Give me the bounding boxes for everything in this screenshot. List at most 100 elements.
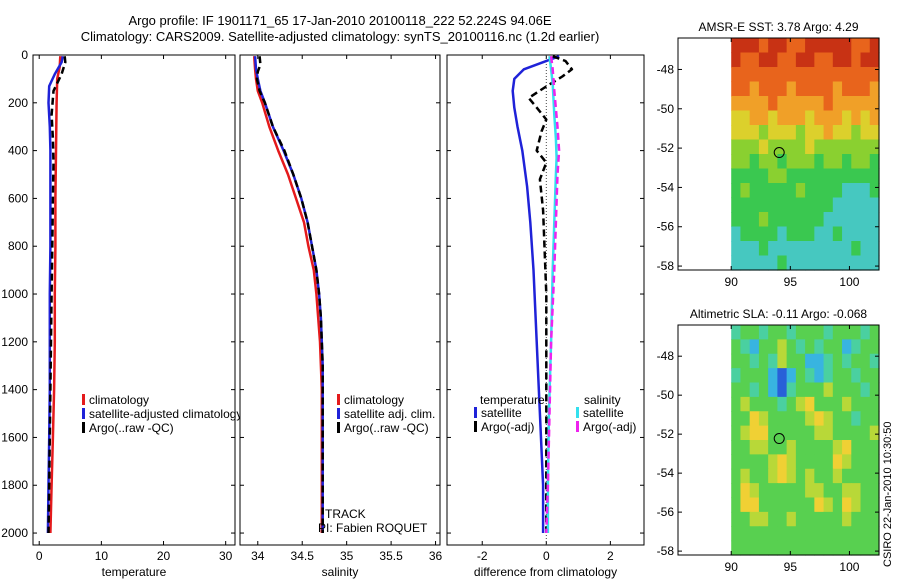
sla_map-cell [795,325,806,340]
sla_map-cell [832,497,843,513]
sla_map-cell [777,526,788,542]
sla_map-cell [758,325,769,340]
sst_map-cell [842,81,852,97]
sla_map-cell [795,339,806,355]
salinity-legend-swatch [337,394,340,405]
sst_map-cell [832,96,843,112]
sst_map-cell [832,110,843,126]
sla_map-cell [869,468,880,484]
sst_map-cell [740,125,751,141]
sst_map-cell [768,226,778,242]
sst_map-cell [842,154,852,170]
sla_map-argo-location-marker [773,433,785,445]
sst_map-cell [805,52,815,68]
sst_map-cell [814,241,825,257]
sst_map-cell [869,125,880,141]
sst_map-cell [795,125,806,141]
sst_map-cell [786,197,797,213]
sst_map-cell [749,255,760,271]
sst_map-cell [749,38,760,54]
sla_map-cell [823,382,834,398]
sst_map-cell [851,255,862,271]
sst_map-cell [758,125,769,141]
difference-legend-salinity-heading: salinity [584,393,621,407]
sla_map-cell [777,511,788,527]
sst_map-cell [795,139,806,155]
sla_map-cell [786,325,797,340]
sla_map-cell [851,511,862,527]
sla_map-cell [832,411,843,427]
sla_map-xtick-label: 90 [725,560,739,574]
figure-title-line2: Climatology: CARS2009. Satellite-adjuste… [80,29,600,44]
sst_map-cell [777,38,788,54]
sla_map-ytick-label: -52 [657,427,675,441]
sst_map-cell [740,154,751,170]
sla_map-cell [795,440,806,455]
salinity-legend-swatch [337,422,340,433]
sla_map-cell [823,483,834,499]
sst_map-ytick-label: -52 [657,141,675,155]
sst_map-cell [777,139,788,155]
sst_map-cell [832,168,843,184]
temperature-legend-swatch [82,408,85,419]
sst_map-cell [731,125,742,141]
sla_map-cell [795,526,806,542]
sst_map-cell [768,96,778,112]
sla_map-cell [832,540,843,556]
sla_map-cell [749,526,760,542]
sla_map-xtick-label: 100 [839,560,859,574]
difference-series-temperature-argo-adj- [527,55,574,533]
sla_map-cell [795,468,806,484]
sla_map-cell [731,411,742,427]
sst_map-cell [851,110,862,126]
sst_map-cell [795,110,806,126]
sla_map-cell [758,440,769,455]
difference-xtick-label: 0 [543,549,550,563]
sla_map-cell [860,511,871,527]
sst_map-cell [795,81,806,97]
sla_map-cell [851,526,862,542]
sla_map-cell [860,454,871,470]
sst_map-cell [768,212,778,228]
sst_map-cell [777,168,788,184]
sla_map-ytick-label: -58 [657,544,675,558]
sla_map-cell [740,468,751,484]
sst_map-cell [740,67,751,83]
sst_map-cell [860,154,871,170]
sst_map-cell [795,226,806,242]
sla_map-cell [731,468,742,484]
sla_map-cell [805,368,815,384]
sla_map-cell [814,425,825,441]
sla_map-cell [740,339,751,355]
sla_map-cell [768,440,778,455]
sla_map-cell [740,411,751,427]
sla_map-cell [777,325,788,340]
sla_map-cell [768,411,778,427]
sla_map-cell [860,468,871,484]
sla_map-cell [768,325,778,340]
sst_map-cell [749,183,760,199]
sst_map-cell [786,81,797,97]
sst_map-cell [823,168,834,184]
sla_map-cell [805,483,815,499]
sst_map-cell [860,241,871,257]
sst_map-cell [749,52,760,68]
sla_map-cell [814,411,825,427]
sst_map-ytick-label: -50 [657,102,675,116]
depth-tick-label: 200 [8,96,28,110]
sla_map-cell [823,440,834,455]
sla_map-cell [823,368,834,384]
sla_map-cell [860,396,871,412]
sla_map-cell [758,425,769,441]
sla_map-cell [777,540,788,556]
sst_map-cell [731,168,742,184]
sst_map-ytick-label: -54 [657,180,675,194]
sla_map-cell [768,454,778,470]
sla_map-cell [786,396,797,412]
sla_map-cell [823,353,834,369]
sst_map-cell [795,38,806,54]
sla_map-cell [758,540,769,556]
sla_map-cell [731,511,742,527]
sst_map-cell [814,96,825,112]
sla_map-cell [814,396,825,412]
